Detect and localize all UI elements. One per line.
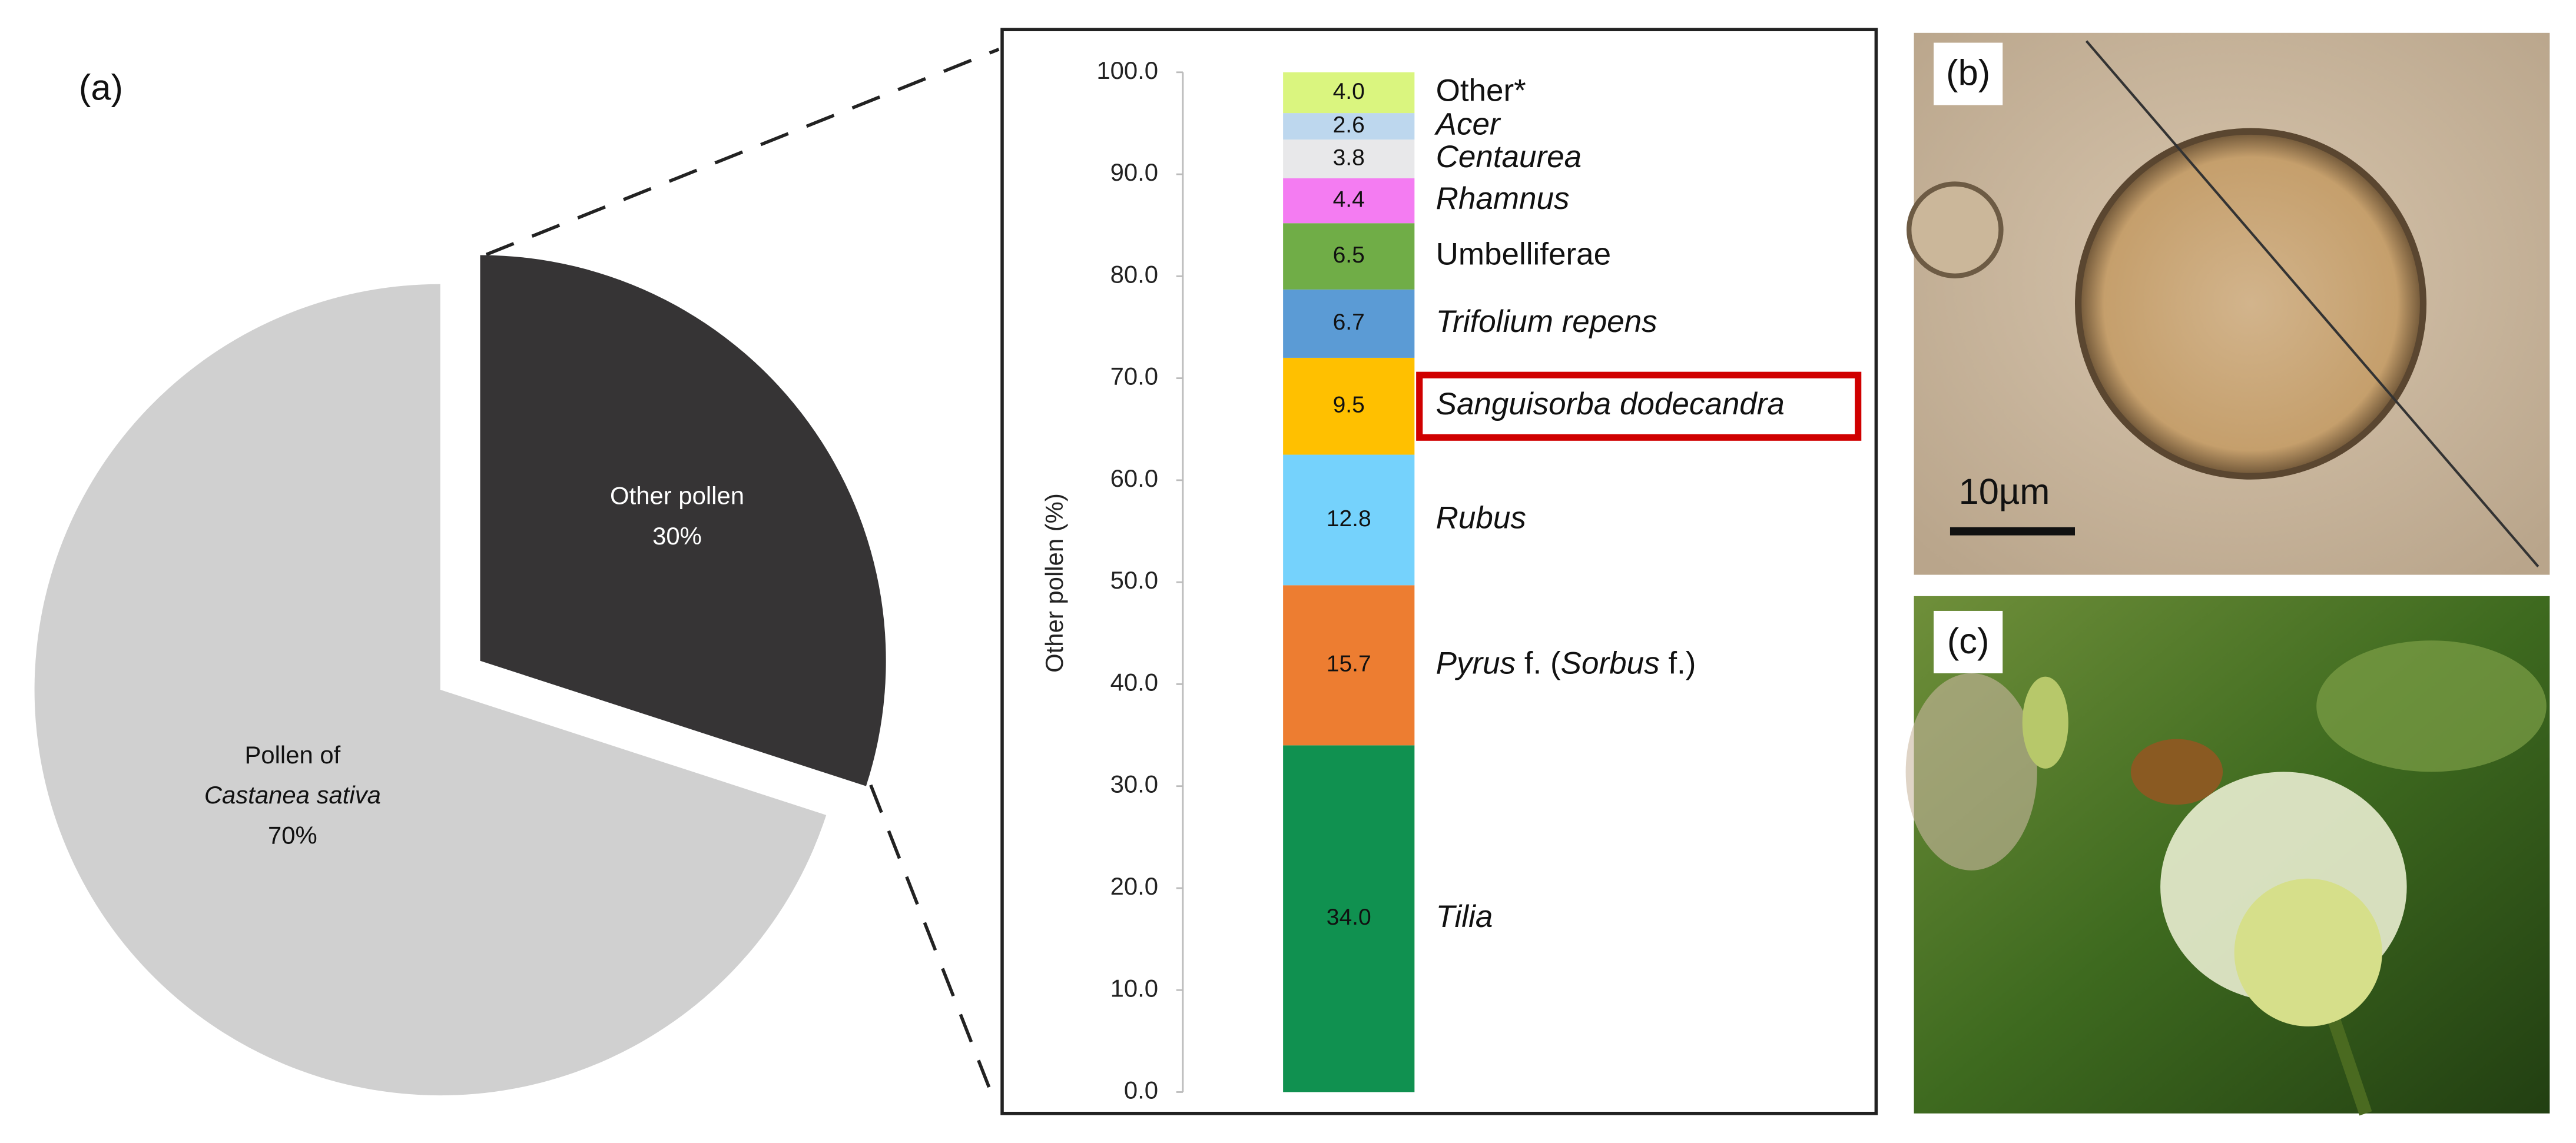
legend-label: Rhamnus <box>1436 181 1570 216</box>
legend-label: Pyrus f. (Sorbus f.) <box>1436 646 1696 680</box>
value-label: 3.8 <box>1333 145 1365 170</box>
legend-text: f. ( <box>1516 646 1561 680</box>
bar-segment <box>1283 454 1415 586</box>
y-tick-label: 80.0 <box>1110 260 1158 288</box>
value-label: 6.7 <box>1333 310 1365 335</box>
pie-slice <box>480 255 886 786</box>
legend-label: Centaurea <box>1436 139 1582 174</box>
bar-segment <box>1283 357 1415 455</box>
y-tick-label: 40.0 <box>1110 668 1158 696</box>
bar-segment <box>1283 139 1415 178</box>
y-tick-label: 10.0 <box>1110 974 1158 1002</box>
bar-segment <box>1283 113 1415 140</box>
pie-label: Other pollen <box>610 482 744 510</box>
y-tick-label: 0.0 <box>1124 1076 1158 1104</box>
photo-micrograph <box>1907 32 2550 575</box>
legend-text: Other* <box>1436 73 1526 108</box>
pie-value-label: 30% <box>652 522 702 550</box>
legend-text: f.) <box>1660 646 1696 680</box>
panel-label: (a) <box>79 68 123 108</box>
value-label: 4.4 <box>1333 187 1365 212</box>
legend-label: Rubus <box>1436 500 1526 535</box>
legend-label: Umbelliferae <box>1436 237 1612 272</box>
legend-label: Tilia <box>1436 899 1493 934</box>
pie-value-label: 70% <box>268 822 317 849</box>
bar-segment <box>1283 178 1415 224</box>
legend-label: Other* <box>1436 73 1526 108</box>
bar-segment <box>1283 72 1415 114</box>
pie-label: Pollen of <box>244 741 340 769</box>
value-label: 34.0 <box>1327 905 1371 930</box>
value-label: 9.5 <box>1333 393 1365 418</box>
scale-bar-label: 10µm <box>1959 471 2050 512</box>
legend-text: Sanguisorba dodecandra <box>1436 387 1785 421</box>
legend-text: Tilia <box>1436 899 1493 934</box>
panel-frame <box>1000 28 1878 1115</box>
legend-text: Trifolium repens <box>1436 304 1657 339</box>
legend-text: Sorbus <box>1561 646 1660 680</box>
legend-label: Acer <box>1434 107 1501 142</box>
bar-segment <box>1283 745 1415 1092</box>
pie-label: Castanea sativa <box>204 781 381 809</box>
y-axis-label: Other pollen (%) <box>1040 493 1068 673</box>
legend-text: Pyrus <box>1436 646 1516 680</box>
bar-segment <box>1283 223 1415 290</box>
panel-label: (b) <box>1946 53 1990 94</box>
y-tick-label: 30.0 <box>1110 770 1158 798</box>
value-label: 12.8 <box>1327 506 1371 531</box>
value-label: 15.7 <box>1327 652 1371 677</box>
y-tick-label: 50.0 <box>1110 566 1158 594</box>
bar-segment <box>1283 289 1415 358</box>
value-label: 4.0 <box>1333 79 1365 104</box>
highlight-box <box>1416 371 1862 441</box>
legend-label: Trifolium repens <box>1436 304 1657 339</box>
value-label: 2.6 <box>1333 112 1365 138</box>
bar-segment <box>1283 585 1415 746</box>
panel-label: (c) <box>1947 621 1990 662</box>
y-tick-label: 20.0 <box>1110 872 1158 900</box>
legend-text: Rhamnus <box>1436 181 1570 216</box>
y-tick-label: 90.0 <box>1110 158 1158 186</box>
y-tick-label: 60.0 <box>1110 464 1158 492</box>
value-label: 6.5 <box>1333 242 1365 268</box>
connector <box>485 48 1000 257</box>
pie-slice <box>34 284 827 1096</box>
y-tick-label: 70.0 <box>1110 363 1158 390</box>
legend-text: Rubus <box>1436 500 1526 535</box>
photo-flower <box>1905 596 2550 1116</box>
connector <box>869 784 991 1088</box>
y-tick-label: 100.0 <box>1096 57 1158 84</box>
legend-text: Centaurea <box>1436 139 1582 174</box>
legend-text: Acer <box>1434 107 1501 142</box>
legend-text: Umbelliferae <box>1436 237 1612 272</box>
legend-label: Sanguisorba dodecandra <box>1436 387 1785 421</box>
